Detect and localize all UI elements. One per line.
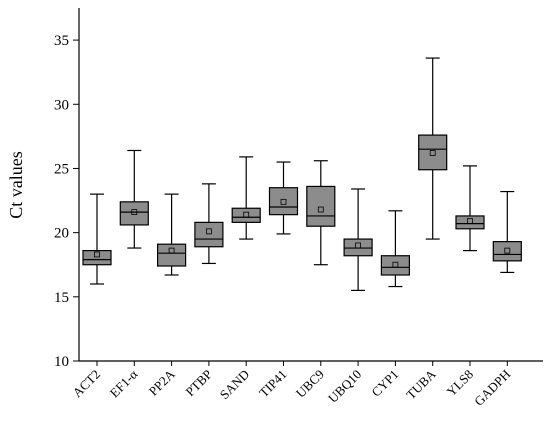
x-tick-label: YLS8 <box>444 367 477 400</box>
mean-marker <box>94 251 100 258</box>
box-group <box>231 156 261 240</box>
box-group <box>455 165 485 252</box>
iqr-box <box>343 238 373 257</box>
box-group <box>492 190 522 274</box>
iqr-box <box>231 207 261 223</box>
iqr-box <box>194 221 224 248</box>
mean-marker <box>317 206 324 213</box>
box-group <box>380 210 410 288</box>
iqr-box <box>455 215 485 230</box>
x-tick-label: SAND <box>217 367 253 403</box>
mean-marker <box>243 211 250 218</box>
box-group <box>82 193 112 285</box>
iqr-box <box>157 243 187 267</box>
iqr-box <box>119 201 149 226</box>
box-group <box>418 57 448 240</box>
mean-marker <box>429 150 436 156</box>
mean-marker <box>467 218 473 224</box>
y-tick-label: 15 <box>54 290 69 306</box>
box-group <box>119 149 149 249</box>
box-group <box>268 161 299 235</box>
iqr-box <box>306 185 336 227</box>
iqr-box <box>380 255 410 276</box>
box-group <box>343 188 373 291</box>
iqr-box <box>268 187 299 216</box>
y-tick-label: 10 <box>54 354 69 370</box>
y-tick-label: 30 <box>54 97 69 113</box>
x-tick-label: CYP1 <box>368 367 401 400</box>
x-tick-label: PP2A <box>146 366 178 398</box>
box-group <box>194 183 224 265</box>
x-tick-label: UBC9 <box>293 367 327 401</box>
box-group <box>157 193 187 276</box>
x-tick-label: EF1-α <box>107 366 141 400</box>
mean-marker <box>205 228 212 235</box>
mean-marker <box>355 242 362 249</box>
iqr-box <box>418 134 448 171</box>
x-tick-label: ACT2 <box>70 367 104 401</box>
y-axis-title: Ct values <box>6 151 26 219</box>
x-tick-label: PTBP <box>182 367 215 400</box>
mean-marker <box>168 247 175 254</box>
mean-marker <box>280 198 287 205</box>
y-tick-label: 20 <box>54 226 69 242</box>
x-tick-label: TUBA <box>403 366 439 402</box>
y-tick-label: 25 <box>54 161 69 177</box>
mean-marker <box>131 209 138 215</box>
x-tick-label: GADPH <box>471 367 513 409</box>
mean-marker <box>392 261 399 268</box>
iqr-box <box>492 241 522 262</box>
y-tick-label: 35 <box>54 33 69 49</box>
y-axis-ticks: 10 15 20 25 30 35 <box>54 33 79 370</box>
x-tick-label: TIP41 <box>256 367 290 401</box>
box-series <box>82 57 522 291</box>
x-tick-label: UBQ10 <box>325 367 364 406</box>
box-group <box>306 160 336 266</box>
iqr-box <box>82 250 112 266</box>
mean-marker <box>504 247 511 254</box>
